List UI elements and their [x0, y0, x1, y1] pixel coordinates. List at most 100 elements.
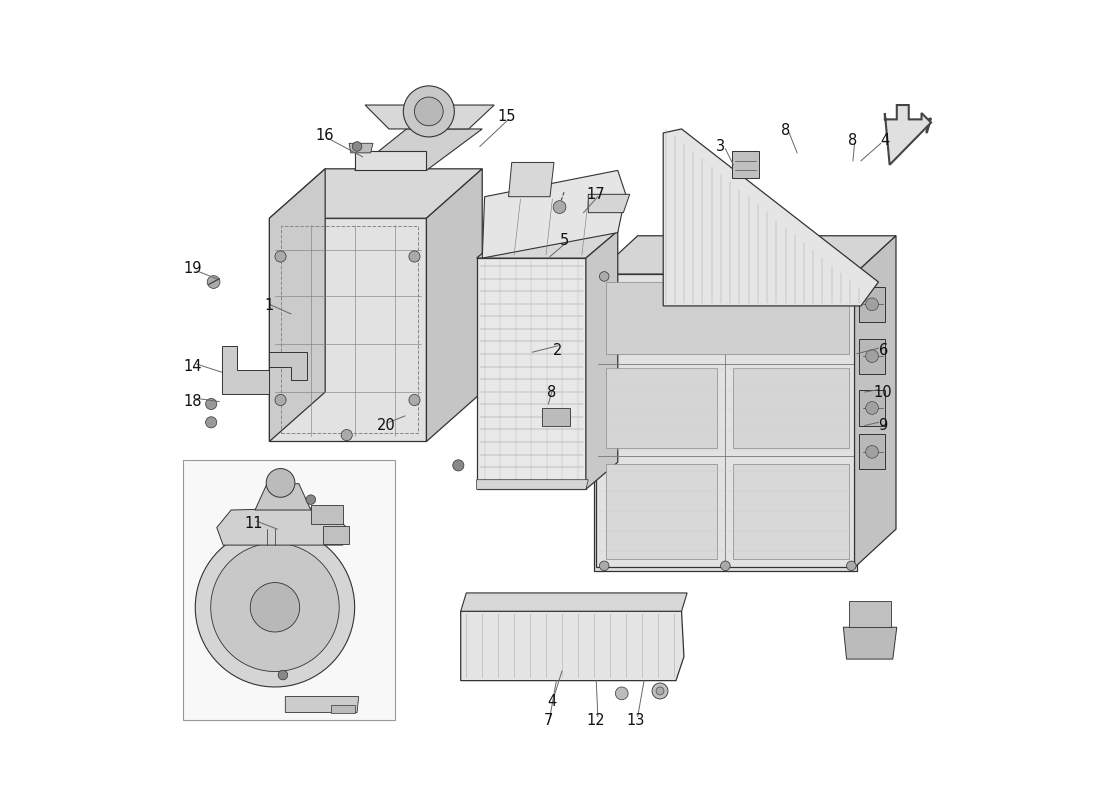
Polygon shape [427, 169, 482, 442]
Circle shape [866, 298, 879, 310]
Circle shape [453, 460, 464, 471]
Polygon shape [285, 697, 359, 713]
Text: 14: 14 [184, 359, 202, 374]
Text: 8: 8 [547, 385, 557, 399]
Circle shape [207, 276, 220, 288]
Polygon shape [859, 286, 884, 322]
Text: 20: 20 [377, 418, 396, 433]
Text: 8: 8 [848, 134, 858, 149]
Polygon shape [734, 464, 849, 559]
Circle shape [278, 670, 288, 680]
Text: 19: 19 [184, 261, 202, 276]
Text: 2: 2 [553, 343, 563, 358]
Polygon shape [508, 162, 554, 197]
Circle shape [553, 201, 565, 214]
Circle shape [847, 272, 856, 282]
Polygon shape [859, 434, 884, 470]
Circle shape [409, 394, 420, 406]
Polygon shape [594, 266, 857, 571]
Circle shape [656, 687, 664, 695]
Circle shape [847, 561, 856, 570]
Polygon shape [270, 169, 326, 442]
Polygon shape [476, 480, 588, 490]
Circle shape [275, 251, 286, 262]
Polygon shape [476, 231, 618, 258]
Circle shape [652, 683, 668, 699]
Circle shape [206, 398, 217, 410]
Circle shape [409, 251, 420, 262]
Text: 15: 15 [497, 110, 516, 125]
Polygon shape [476, 258, 586, 490]
Text: 18: 18 [184, 394, 202, 409]
Text: 17: 17 [587, 187, 606, 202]
Polygon shape [311, 506, 343, 523]
Polygon shape [211, 543, 339, 671]
Polygon shape [461, 593, 688, 611]
Polygon shape [349, 143, 373, 153]
Polygon shape [596, 236, 896, 274]
Polygon shape [322, 526, 349, 543]
Polygon shape [855, 236, 896, 567]
Text: 3: 3 [716, 139, 725, 154]
Polygon shape [196, 527, 354, 687]
Text: 10: 10 [873, 385, 892, 399]
Polygon shape [354, 151, 427, 170]
Polygon shape [849, 601, 891, 627]
Polygon shape [588, 194, 629, 213]
Circle shape [306, 495, 316, 505]
Circle shape [720, 561, 730, 570]
Polygon shape [184, 460, 395, 721]
Polygon shape [596, 274, 855, 567]
Polygon shape [217, 508, 346, 545]
Circle shape [341, 430, 352, 441]
Text: 6: 6 [879, 343, 888, 358]
Polygon shape [251, 582, 299, 632]
Polygon shape [542, 408, 570, 426]
Polygon shape [606, 368, 717, 448]
Circle shape [275, 394, 286, 406]
Polygon shape [884, 105, 931, 165]
Text: 11: 11 [244, 516, 263, 531]
Circle shape [866, 446, 879, 458]
Polygon shape [606, 464, 717, 559]
Polygon shape [606, 282, 849, 354]
Circle shape [866, 402, 879, 414]
Polygon shape [482, 170, 626, 258]
Polygon shape [734, 368, 849, 448]
Circle shape [600, 561, 609, 570]
Circle shape [352, 142, 362, 151]
Text: 8: 8 [781, 123, 790, 138]
Text: 16: 16 [316, 128, 334, 143]
Polygon shape [586, 231, 618, 490]
Polygon shape [844, 627, 896, 659]
Polygon shape [270, 218, 427, 442]
Polygon shape [255, 484, 311, 510]
Polygon shape [859, 390, 884, 426]
Polygon shape [732, 151, 759, 178]
Text: 1: 1 [265, 298, 274, 314]
Circle shape [720, 272, 730, 282]
Polygon shape [331, 705, 354, 713]
Polygon shape [221, 346, 270, 394]
Polygon shape [270, 352, 307, 380]
Text: 9: 9 [879, 418, 888, 433]
Text: 7: 7 [543, 713, 553, 728]
Text: 4: 4 [880, 134, 890, 149]
Polygon shape [365, 105, 494, 129]
Circle shape [866, 350, 879, 362]
Text: 13: 13 [627, 713, 646, 728]
Polygon shape [859, 338, 884, 374]
Text: 5: 5 [560, 233, 569, 248]
Text: 4: 4 [547, 694, 557, 709]
Circle shape [615, 687, 628, 700]
Polygon shape [663, 129, 879, 306]
Circle shape [206, 417, 217, 428]
Polygon shape [461, 611, 684, 681]
Circle shape [600, 272, 609, 282]
Circle shape [415, 97, 443, 126]
Polygon shape [354, 129, 482, 170]
Circle shape [404, 86, 454, 137]
Polygon shape [270, 169, 482, 218]
Circle shape [266, 469, 295, 498]
Text: 12: 12 [587, 713, 606, 728]
